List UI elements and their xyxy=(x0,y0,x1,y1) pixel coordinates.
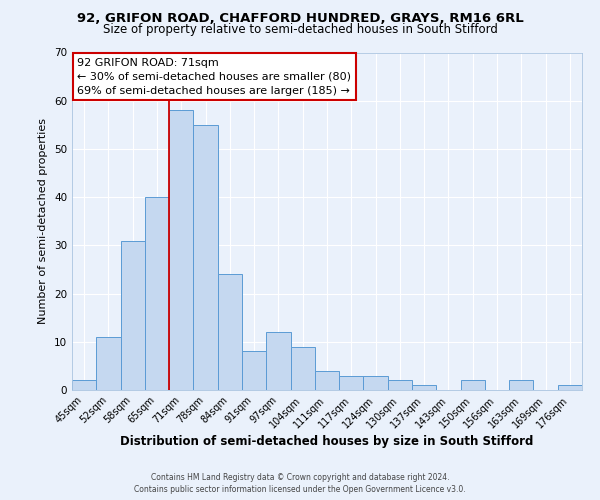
Bar xyxy=(558,385,582,390)
Bar xyxy=(509,380,533,390)
Bar xyxy=(412,385,436,390)
Text: Size of property relative to semi-detached houses in South Stifford: Size of property relative to semi-detach… xyxy=(103,22,497,36)
Bar xyxy=(96,337,121,390)
Bar xyxy=(72,380,96,390)
Bar xyxy=(315,370,339,390)
Text: 92 GRIFON ROAD: 71sqm
← 30% of semi-detached houses are smaller (80)
69% of semi: 92 GRIFON ROAD: 71sqm ← 30% of semi-deta… xyxy=(77,58,351,96)
Bar xyxy=(461,380,485,390)
Bar xyxy=(266,332,290,390)
Bar xyxy=(364,376,388,390)
Bar xyxy=(169,110,193,390)
Bar xyxy=(242,352,266,390)
Bar xyxy=(193,125,218,390)
Text: Contains HM Land Registry data © Crown copyright and database right 2024.
Contai: Contains HM Land Registry data © Crown c… xyxy=(134,472,466,494)
X-axis label: Distribution of semi-detached houses by size in South Stifford: Distribution of semi-detached houses by … xyxy=(121,435,533,448)
Bar xyxy=(218,274,242,390)
Text: 92, GRIFON ROAD, CHAFFORD HUNDRED, GRAYS, RM16 6RL: 92, GRIFON ROAD, CHAFFORD HUNDRED, GRAYS… xyxy=(77,12,523,26)
Bar xyxy=(388,380,412,390)
Bar xyxy=(339,376,364,390)
Bar xyxy=(290,346,315,390)
Bar xyxy=(145,197,169,390)
Bar xyxy=(121,240,145,390)
Y-axis label: Number of semi-detached properties: Number of semi-detached properties xyxy=(38,118,49,324)
